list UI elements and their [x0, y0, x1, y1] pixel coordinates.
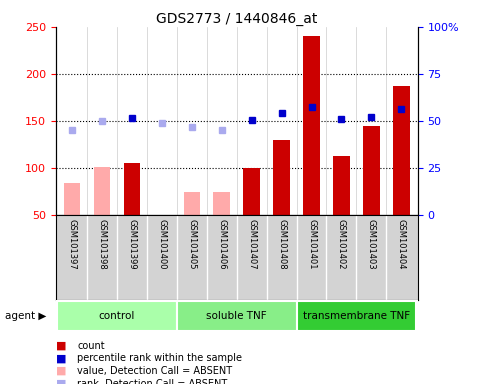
Bar	[94, 167, 110, 215]
Bar	[124, 163, 140, 215]
Bar	[297, 301, 416, 331]
Text: ■: ■	[56, 341, 66, 351]
Text: count: count	[77, 341, 105, 351]
Text: GSM101399: GSM101399	[128, 219, 136, 270]
Bar	[184, 192, 200, 215]
Title: GDS2773 / 1440846_at: GDS2773 / 1440846_at	[156, 12, 317, 26]
Text: percentile rank within the sample: percentile rank within the sample	[77, 353, 242, 363]
Bar	[303, 36, 320, 215]
Text: soluble TNF: soluble TNF	[206, 311, 267, 321]
Text: GSM101408: GSM101408	[277, 219, 286, 270]
Text: control: control	[99, 311, 135, 321]
Text: value, Detection Call = ABSENT: value, Detection Call = ABSENT	[77, 366, 232, 376]
Text: GSM101407: GSM101407	[247, 219, 256, 270]
Bar	[363, 126, 380, 215]
Text: GSM101401: GSM101401	[307, 219, 316, 270]
Bar	[213, 192, 230, 215]
Bar	[273, 140, 290, 215]
Text: transmembrane TNF: transmembrane TNF	[303, 311, 410, 321]
Text: agent ▶: agent ▶	[5, 311, 46, 321]
Bar	[64, 183, 80, 215]
Text: GSM101405: GSM101405	[187, 219, 196, 270]
Text: ■: ■	[56, 379, 66, 384]
Text: ■: ■	[56, 366, 66, 376]
Bar	[177, 301, 297, 331]
Text: GSM101400: GSM101400	[157, 219, 166, 270]
Bar	[393, 86, 410, 215]
Text: ■: ■	[56, 353, 66, 363]
Text: GSM101404: GSM101404	[397, 219, 406, 270]
Bar	[333, 156, 350, 215]
Text: GSM101403: GSM101403	[367, 219, 376, 270]
Text: GSM101406: GSM101406	[217, 219, 226, 270]
Text: GSM101402: GSM101402	[337, 219, 346, 270]
Bar	[243, 168, 260, 215]
Text: GSM101398: GSM101398	[98, 219, 106, 270]
Text: GSM101397: GSM101397	[68, 219, 76, 270]
Bar	[57, 301, 177, 331]
Text: rank, Detection Call = ABSENT: rank, Detection Call = ABSENT	[77, 379, 227, 384]
